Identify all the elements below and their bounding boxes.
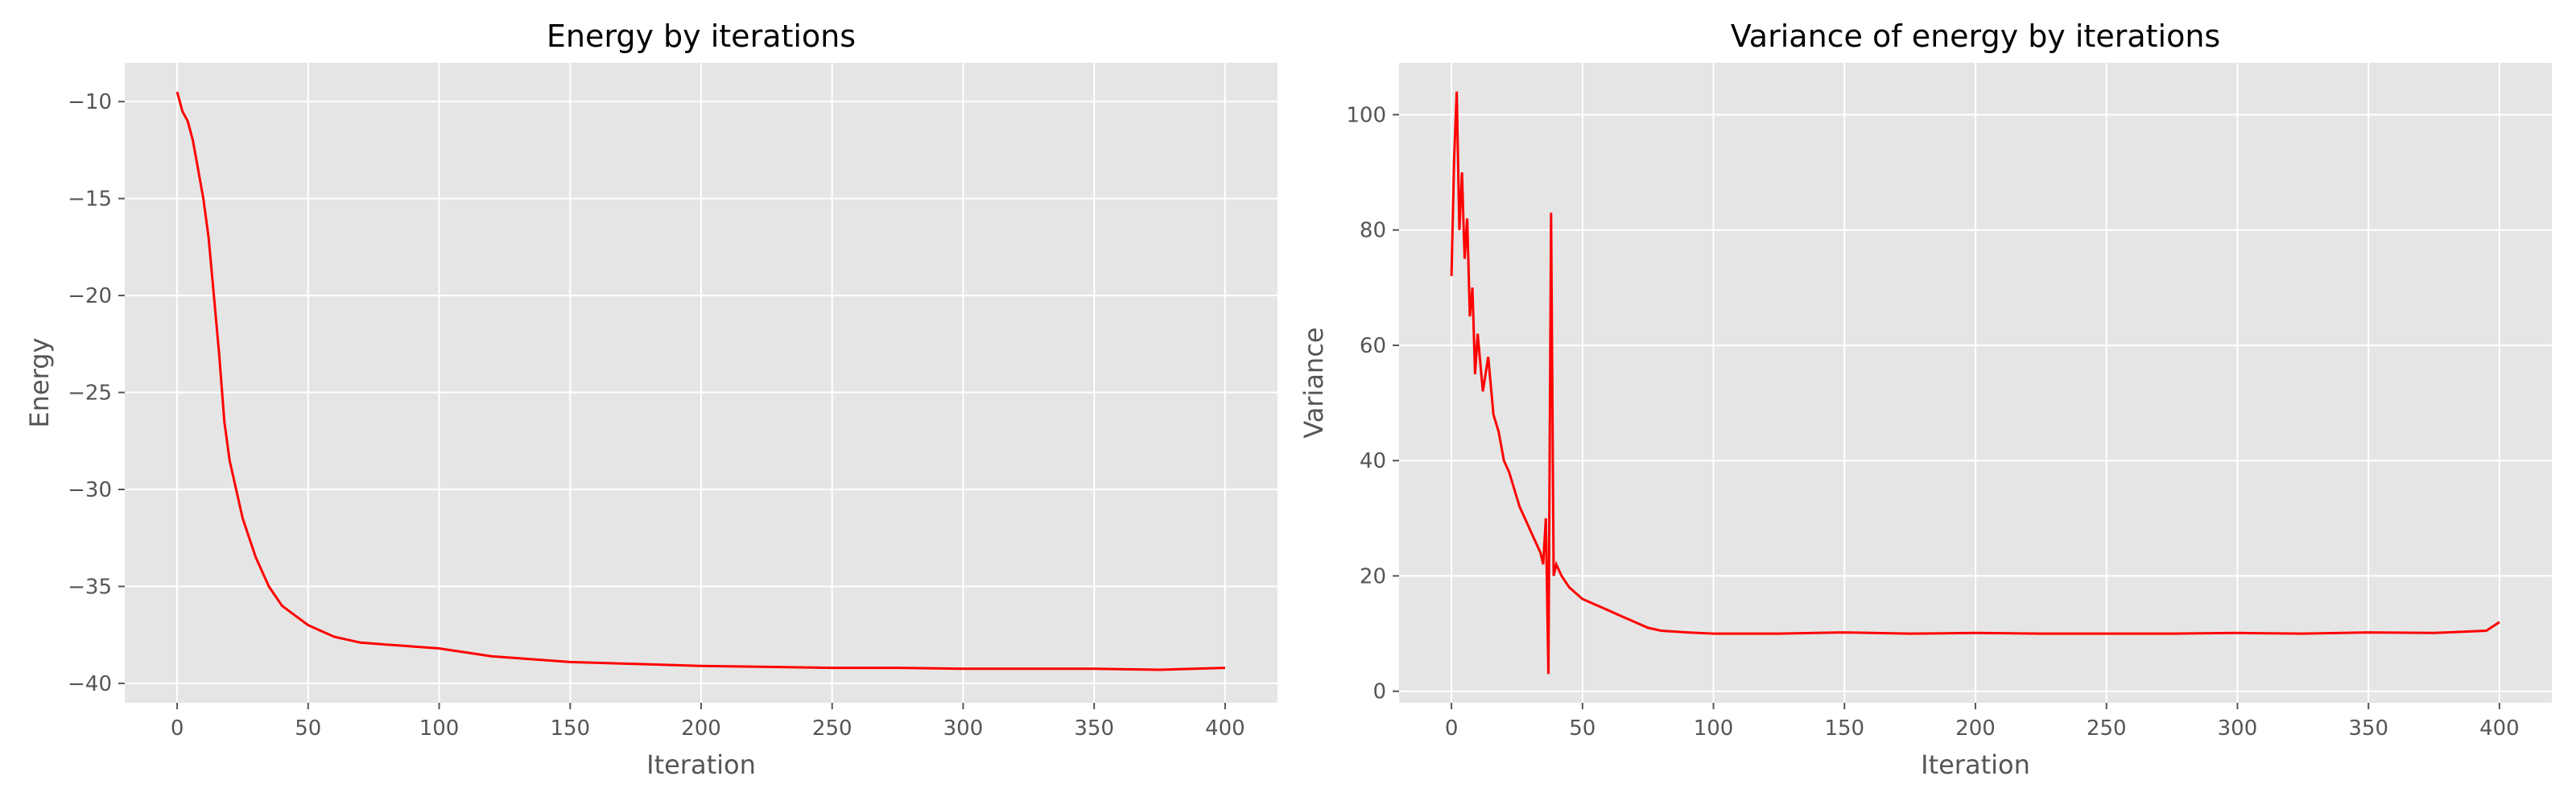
y-tick-label: 100: [1346, 103, 1386, 127]
x-tick-label: 400: [1205, 716, 1245, 741]
energy-y-axis-label: Energy: [24, 337, 55, 427]
energy-grid: [125, 63, 1278, 703]
energy-chart-title: Energy by iterations: [547, 19, 856, 54]
x-tick-label: 300: [943, 716, 984, 741]
y-tick-label: −40: [68, 672, 112, 696]
y-tick-label: −10: [68, 90, 112, 114]
energy-series-line: [175, 91, 1225, 671]
variance-series-line: [1450, 91, 2500, 675]
variance-chart: 0 50 100 150 200 250 300 350 400 0 20 40 60 80 100 Var…: [1298, 19, 2552, 780]
x-tick-label: 250: [812, 716, 852, 741]
variance-grid: [1399, 63, 2552, 703]
energy-chart: 0 50 100 150 200 250 300 350 400 −40 −35 −30 −25 −20 −…: [24, 19, 1278, 780]
y-tick-label: 80: [1360, 219, 1386, 243]
y-tick-label: −25: [68, 382, 112, 406]
x-tick-label: 200: [1955, 716, 1996, 741]
y-tick-label: 20: [1360, 564, 1386, 588]
y-tick-label: −20: [68, 284, 112, 308]
variance-x-axis-label: Iteration: [1921, 749, 2030, 780]
x-tick-label: 400: [2479, 716, 2520, 741]
y-tick-label: −30: [68, 478, 112, 502]
x-tick-label: 150: [550, 716, 590, 741]
x-tick-label: 250: [2087, 716, 2127, 741]
energy-ticks: 0 50 100 150 200 250 300 350 400 −40 −35 −30 −25 −20 −…: [68, 90, 1245, 741]
x-tick-label: 100: [419, 716, 460, 741]
y-tick-label: 60: [1360, 334, 1386, 358]
variance-ticks: 0 50 100 150 200 250 300 350 400 0 20 40 60 80 100: [1346, 103, 2519, 741]
x-tick-label: 100: [1694, 716, 1734, 741]
energy-x-axis-label: Iteration: [646, 749, 756, 780]
x-tick-label: 50: [295, 716, 321, 741]
x-tick-label: 0: [1445, 716, 1459, 741]
y-tick-label: −15: [68, 188, 112, 212]
x-tick-label: 150: [1824, 716, 1864, 741]
x-tick-label: 0: [171, 716, 184, 741]
x-tick-label: 300: [2218, 716, 2258, 741]
x-tick-label: 350: [2348, 716, 2388, 741]
x-tick-label: 200: [681, 716, 721, 741]
y-tick-label: −35: [68, 575, 112, 599]
x-tick-label: 50: [1569, 716, 1596, 741]
y-tick-label: 0: [1373, 680, 1386, 704]
y-tick-label: 40: [1360, 449, 1386, 473]
x-tick-label: 350: [1074, 716, 1114, 741]
variance-chart-title: Variance of energy by iterations: [1731, 19, 2220, 54]
variance-y-axis-label: Variance: [1298, 327, 1329, 438]
